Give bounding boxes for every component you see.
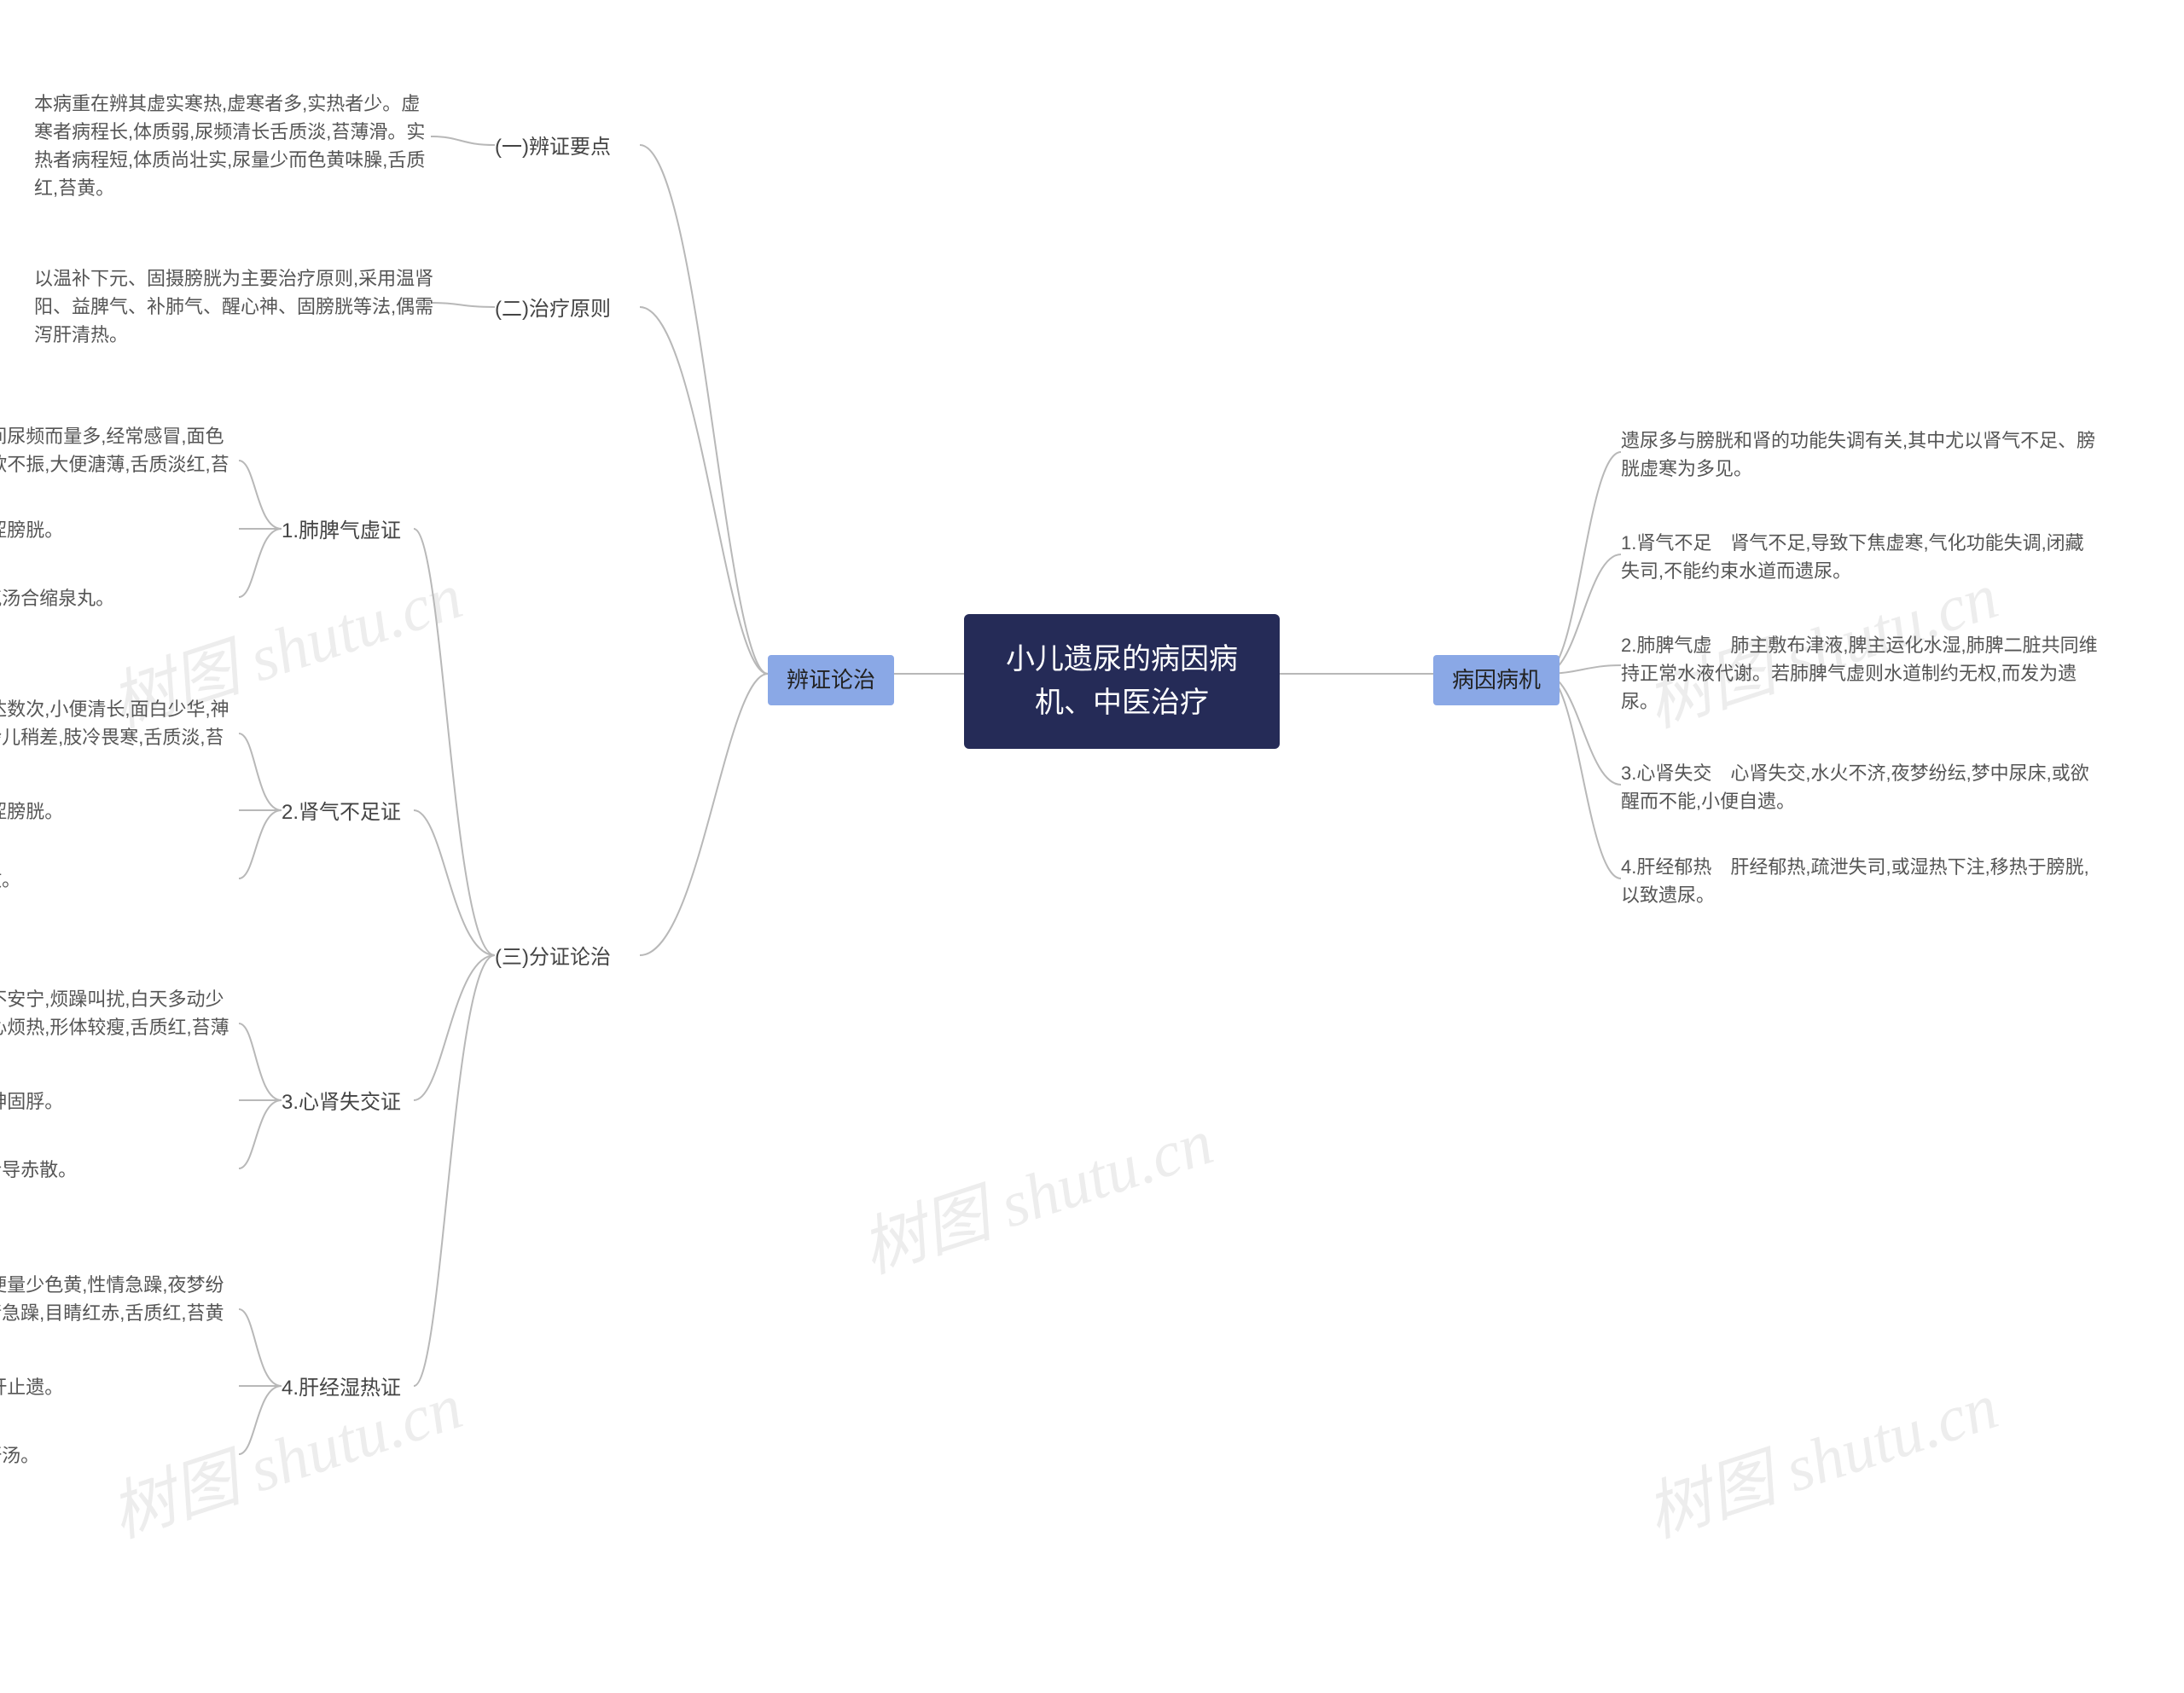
connector-layer — [0, 0, 2184, 1693]
syndrome-treatment: 治法:清心滋肾,安神固脬。 — [0, 1087, 63, 1116]
etiology-item: 3.心肾失交 心肾失交,水火不济,夜梦纷纭,梦中尿床,或欲醒而不能,小便自遗。 — [1621, 759, 2099, 815]
syndrome-lung-spleen[interactable]: 1.肺脾气虚证 — [282, 516, 401, 547]
syndrome-liver-heat[interactable]: 4.肝经湿热证 — [282, 1373, 401, 1404]
watermark: 树图 shutu.cn — [1632, 1354, 2007, 1555]
root-node[interactable]: 小儿遗尿的病因病机、中医治疗 — [964, 614, 1280, 749]
etiology-item: 1.肾气不足 肾气不足,导致下焦虚寒,气化功能失调,闭藏失司,不能约束水道而遗尿… — [1621, 529, 2099, 585]
syndrome-treatment: 治法:温补肾阳,固涩膀胱。 — [0, 797, 63, 826]
watermark: 树图 shutu.cn — [847, 1089, 1223, 1290]
section-syndromes[interactable]: (三)分证论治 — [495, 942, 611, 973]
branch-etiology[interactable]: 病因病机 — [1433, 655, 1560, 705]
etiology-item: 2.肺脾气虚 肺主敷布津液,脾主运化水湿,肺脾二脏共同维持正常水液代谢。若肺脾气… — [1621, 631, 2099, 716]
syndrome-prescription: 代表方剂:菟丝子散。 — [0, 866, 20, 894]
syndrome-prescription: 代表方剂:龙胆泻肝汤。 — [0, 1441, 39, 1470]
syndrome-symptom: 证候:寐中多遗,可达数次,小便清长,面白少华,神疲乏力,智力较同龄儿稍差,肢冷畏… — [0, 695, 239, 780]
etiology-item: 4.肝经郁热 肝经郁热,疏泄失司,或湿热下注,移热于膀胱,以致遗尿。 — [1621, 853, 2099, 909]
branch-diagnosis[interactable]: 辨证论治 — [768, 655, 894, 705]
section-key-points[interactable]: (一)辨证要点 — [495, 132, 611, 163]
syndrome-symptom: 证候:夜间遗尿,日间尿频而量多,经常感冒,面色少华,神疲乏力,食欲不振,大便溏薄… — [0, 422, 239, 507]
key-points-text: 本病重在辨其虚实寒热,虚寒者多,实热者少。虚寒者病程长,体质弱,尿频清长舌质淡,… — [34, 90, 435, 202]
syndrome-prescription: 代表方剂:补中益气汤合缩泉丸。 — [0, 584, 114, 612]
syndrome-symptom: 证候:寐中遗尿,小便量少色黄,性情急躁,夜梦纷纭或寐中龂齿,性情急躁,目睛红赤,… — [0, 1271, 239, 1355]
syndrome-heart-kidney[interactable]: 3.心肾失交证 — [282, 1087, 401, 1118]
syndrome-treatment: 治法:补肺益脾,固涩膀胱。 — [0, 516, 63, 544]
section-principles[interactable]: (二)治疗原则 — [495, 294, 611, 325]
syndrome-prescription: 代表方剂:交泰丸合导赤散。 — [0, 1156, 77, 1184]
syndrome-treatment: 治法:清热利湿,泻肝止遗。 — [0, 1373, 63, 1401]
etiology-item: 遗尿多与膀胱和肾的功能失调有关,其中尤以肾气不足、膀胱虚寒为多见。 — [1621, 426, 2099, 483]
syndrome-kidney-qi[interactable]: 2.肾气不足证 — [282, 797, 401, 828]
syndrome-symptom: 证候:梦中遗尿,寐不安宁,烦躁叫扰,白天多动少静,难以自制,或五心烦热,形体较瘦… — [0, 985, 239, 1070]
principles-text: 以温补下元、固摄膀胱为主要治疗原则,采用温肾阳、益脾气、补肺气、醒心神、固膀胱等… — [34, 264, 435, 349]
